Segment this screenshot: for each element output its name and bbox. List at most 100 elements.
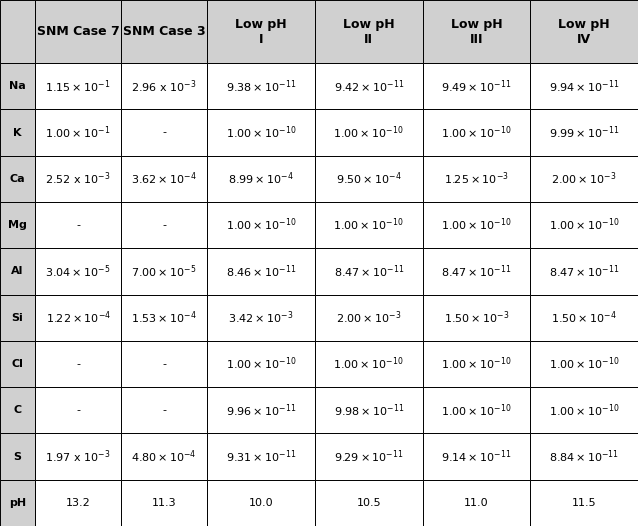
- Text: $9.96 \times 10^{-11}$: $9.96 \times 10^{-11}$: [226, 402, 296, 419]
- Bar: [530, 63, 638, 109]
- Bar: [207, 248, 315, 295]
- Bar: [530, 387, 638, 433]
- Bar: [530, 433, 638, 480]
- Text: 11.3: 11.3: [152, 498, 177, 508]
- Text: $2.00 \times 10^{-3}$: $2.00 \times 10^{-3}$: [336, 309, 401, 326]
- Bar: [422, 248, 530, 295]
- Text: $9.98 \times 10^{-11}$: $9.98 \times 10^{-11}$: [334, 402, 404, 419]
- Bar: [315, 341, 422, 387]
- Text: $1.00 \times 10^{-10}$: $1.00 \times 10^{-10}$: [334, 124, 404, 141]
- Bar: [35, 202, 121, 248]
- Text: $1.00 \times 10^{-10}$: $1.00 \times 10^{-10}$: [441, 402, 512, 419]
- Bar: [207, 202, 315, 248]
- Bar: [315, 295, 422, 341]
- Text: $1.00 \times 10^{-1}$: $1.00 \times 10^{-1}$: [45, 124, 111, 141]
- Text: $8.84 \times 10^{-11}$: $8.84 \times 10^{-11}$: [549, 448, 619, 465]
- Text: -: -: [76, 359, 80, 369]
- Bar: [121, 387, 207, 433]
- Text: $8.47 \times 10^{-11}$: $8.47 \times 10^{-11}$: [334, 263, 404, 280]
- Bar: [35, 295, 121, 341]
- Text: -: -: [162, 127, 166, 138]
- Bar: [35, 63, 121, 109]
- Text: $3.42 \times 10^{-3}$: $3.42 \times 10^{-3}$: [228, 309, 293, 326]
- Bar: [0, 109, 35, 156]
- Text: Ca: Ca: [10, 174, 26, 184]
- Bar: [0, 341, 35, 387]
- Text: Si: Si: [11, 312, 24, 323]
- Bar: [0, 156, 35, 202]
- Bar: [315, 156, 422, 202]
- Text: $1.00 \times 10^{-10}$: $1.00 \times 10^{-10}$: [334, 217, 404, 234]
- Bar: [530, 109, 638, 156]
- Text: $9.50 \times 10^{-4}$: $9.50 \times 10^{-4}$: [336, 170, 401, 187]
- Bar: [422, 341, 530, 387]
- Text: Cl: Cl: [11, 359, 24, 369]
- Bar: [0, 295, 35, 341]
- Text: Low pH
IV: Low pH IV: [558, 17, 610, 46]
- Text: $1.15 \times 10^{-1}$: $1.15 \times 10^{-1}$: [45, 78, 111, 95]
- Bar: [35, 248, 121, 295]
- Text: $9.31 \times 10^{-11}$: $9.31 \times 10^{-11}$: [226, 448, 296, 465]
- Text: $9.14 \times 10^{-11}$: $9.14 \times 10^{-11}$: [441, 448, 512, 465]
- Bar: [121, 433, 207, 480]
- Text: $2.96\ \mathrm{x}\ 10^{-3}$: $2.96\ \mathrm{x}\ 10^{-3}$: [131, 78, 197, 95]
- Bar: [35, 433, 121, 480]
- Bar: [0, 480, 35, 526]
- Text: 10.5: 10.5: [357, 498, 381, 508]
- Text: $9.99 \times 10^{-11}$: $9.99 \times 10^{-11}$: [549, 124, 619, 141]
- Bar: [207, 109, 315, 156]
- Text: S: S: [13, 451, 22, 462]
- Bar: [121, 295, 207, 341]
- Text: $1.00 \times 10^{-10}$: $1.00 \times 10^{-10}$: [441, 217, 512, 234]
- Bar: [315, 387, 422, 433]
- Bar: [422, 433, 530, 480]
- Bar: [530, 341, 638, 387]
- Text: $1.00 \times 10^{-10}$: $1.00 \times 10^{-10}$: [441, 124, 512, 141]
- Bar: [530, 248, 638, 295]
- Bar: [207, 480, 315, 526]
- Text: -: -: [162, 220, 166, 230]
- Bar: [530, 480, 638, 526]
- Text: $1.50 \times 10^{-3}$: $1.50 \times 10^{-3}$: [443, 309, 509, 326]
- Text: $1.97\ \mathrm{x}\ 10^{-3}$: $1.97\ \mathrm{x}\ 10^{-3}$: [45, 448, 111, 465]
- Text: K: K: [13, 127, 22, 138]
- Text: $9.29 \times 10^{-11}$: $9.29 \times 10^{-11}$: [334, 448, 403, 465]
- Bar: [0, 0, 35, 63]
- Bar: [207, 295, 315, 341]
- Bar: [530, 0, 638, 63]
- Bar: [0, 63, 35, 109]
- Bar: [422, 109, 530, 156]
- Text: $1.22 \times 10^{-4}$: $1.22 \times 10^{-4}$: [45, 309, 110, 326]
- Text: SNM Case 3: SNM Case 3: [122, 25, 205, 38]
- Text: -: -: [76, 405, 80, 416]
- Bar: [35, 387, 121, 433]
- Text: $8.47 \times 10^{-11}$: $8.47 \times 10^{-11}$: [441, 263, 512, 280]
- Text: $1.00 \times 10^{-10}$: $1.00 \times 10^{-10}$: [226, 356, 296, 372]
- Bar: [0, 202, 35, 248]
- Bar: [0, 248, 35, 295]
- Bar: [207, 387, 315, 433]
- Text: $8.47 \times 10^{-11}$: $8.47 \times 10^{-11}$: [549, 263, 619, 280]
- Text: $4.80 \times 10^{-4}$: $4.80 \times 10^{-4}$: [131, 448, 197, 465]
- Text: $1.00 \times 10^{-10}$: $1.00 \times 10^{-10}$: [226, 217, 296, 234]
- Bar: [35, 109, 121, 156]
- Text: 11.5: 11.5: [572, 498, 597, 508]
- Bar: [35, 156, 121, 202]
- Text: $1.50 \times 10^{-4}$: $1.50 \times 10^{-4}$: [551, 309, 617, 326]
- Text: $1.00 \times 10^{-10}$: $1.00 \times 10^{-10}$: [549, 217, 619, 234]
- Bar: [207, 433, 315, 480]
- Bar: [530, 295, 638, 341]
- Text: $9.42 \times 10^{-11}$: $9.42 \times 10^{-11}$: [334, 78, 404, 95]
- Bar: [121, 0, 207, 63]
- Bar: [315, 0, 422, 63]
- Text: pH: pH: [9, 498, 26, 508]
- Text: $2.00 \times 10^{-3}$: $2.00 \times 10^{-3}$: [551, 170, 617, 187]
- Text: $1.00 \times 10^{-10}$: $1.00 \times 10^{-10}$: [334, 356, 404, 372]
- Bar: [315, 433, 422, 480]
- Text: C: C: [13, 405, 22, 416]
- Bar: [422, 0, 530, 63]
- Bar: [530, 202, 638, 248]
- Text: $9.49 \times 10^{-11}$: $9.49 \times 10^{-11}$: [441, 78, 512, 95]
- Bar: [422, 387, 530, 433]
- Bar: [0, 433, 35, 480]
